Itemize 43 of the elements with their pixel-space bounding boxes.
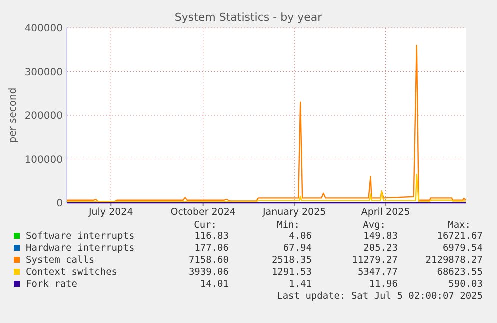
text: 1.41 [289, 279, 312, 290]
text: 2129878.27 [426, 255, 483, 266]
text: Min: [277, 220, 300, 231]
line-series [66, 174, 467, 202]
y-axis-title: per second [8, 88, 19, 144]
text: Last update: Sat Jul 5 02:00:07 2025 [277, 291, 483, 302]
legend-label: Software interrupts [26, 231, 135, 242]
text: 5347.77 [358, 267, 398, 278]
y-tick-label: 100000 [24, 154, 63, 166]
legend-label: System calls [26, 255, 95, 266]
text: 6979.54 [442, 243, 484, 254]
legend-label: Fork rate [26, 279, 78, 290]
text: 116.83 [194, 231, 229, 242]
x-tick-label: October 2024 [170, 207, 236, 218]
text: Avg: [363, 220, 386, 231]
text: 205.23 [364, 243, 398, 254]
y-tick-label: 300000 [24, 67, 63, 78]
text: 14.01 [200, 279, 230, 290]
y-tick-label: 400000 [24, 24, 63, 34]
text: 177.06 [194, 243, 230, 254]
text: 590.03 [448, 279, 483, 290]
y-tick-label: 200000 [24, 111, 63, 122]
text: 11279.27 [352, 255, 398, 266]
text: Cur: [194, 220, 217, 231]
text: 3939.06 [188, 267, 230, 278]
text: 4.06 [289, 231, 312, 242]
line-series [66, 44, 467, 202]
y-tick-label: 0 [56, 198, 63, 210]
text: 7158.60 [188, 255, 230, 266]
legend-label: Hardware interrupts [26, 243, 135, 254]
text: Max: [448, 220, 471, 231]
legend-label: Context switches [26, 267, 118, 278]
x-tick-label: January 2025 [262, 207, 326, 218]
text: 11.96 [369, 279, 398, 290]
text: 16721.67 [437, 231, 483, 242]
chart-title: System Statistics - by year [174, 11, 323, 24]
text: 149.83 [364, 231, 398, 242]
text: 1291.53 [272, 267, 312, 278]
x-tick-label: April 2025 [361, 207, 410, 218]
text: 2518.35 [272, 255, 312, 266]
text: 68623.55 [437, 267, 483, 278]
text: 67.94 [283, 243, 312, 254]
x-tick-label: July 2024 [88, 207, 134, 218]
